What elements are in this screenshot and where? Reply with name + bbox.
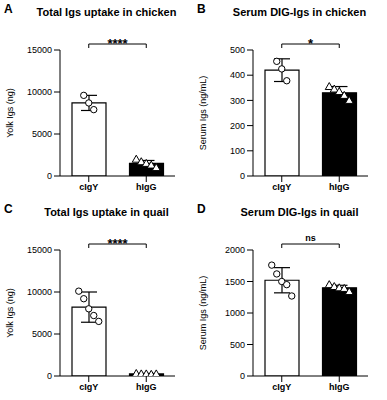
svg-text:cIgY: cIgY [272,382,291,392]
svg-text:ns: ns [305,233,316,243]
svg-text:400: 400 [230,70,245,80]
svg-text:hIgG: hIgG [329,182,350,192]
svg-text:Yolk Igs (ng): Yolk Igs (ng) [8,88,15,138]
html-text:Total Igs uptake in quail: Total Igs uptake in quail [44,206,169,218]
svg-text:cIgY: cIgY [79,382,98,392]
svg-text:10000: 10000 [27,87,52,97]
svg-text:****: **** [107,236,128,251]
svg-text:hIgG: hIgG [136,182,157,192]
html-text:A: A [4,2,13,16]
svg-text:Serum Igs (ng/mL): Serum Igs (ng/mL) [198,276,208,351]
svg-text:15000: 15000 [27,245,52,255]
svg-text:10000: 10000 [27,287,52,297]
svg-text:500: 500 [230,45,245,55]
svg-text:200: 200 [230,121,245,131]
svg-text:*: * [308,36,314,51]
svg-text:0: 0 [47,371,52,381]
svg-text:Yolk Igs (ng): Yolk Igs (ng) [8,288,15,338]
svg-text:5000: 5000 [32,129,52,139]
svg-text:hIgG: hIgG [329,382,350,392]
svg-text:300: 300 [230,96,245,106]
svg-text:0: 0 [47,171,52,181]
html-text:B: B [197,2,206,16]
html-text:D: D [197,202,206,216]
svg-text:hIgG: hIgG [136,382,157,392]
html-text:Serum DIG-Igs in chicken: Serum DIG-Igs in chicken [232,6,367,18]
svg-text:cIgY: cIgY [79,182,98,192]
html-text:Serum DIG-Igs in quail: Serum DIG-Igs in quail [240,206,359,218]
svg-text:5000: 5000 [32,329,52,339]
svg-text:2000: 2000 [225,245,245,255]
html-text:Total Igs uptake in chicken: Total Igs uptake in chicken [36,6,177,18]
svg-text:100: 100 [230,146,245,156]
svg-text:cIgY: cIgY [272,182,291,192]
html-text:C: C [4,202,13,216]
svg-text:1500: 1500 [225,277,245,287]
svg-text:500: 500 [230,340,245,350]
svg-text:0: 0 [240,371,245,381]
svg-text:15000: 15000 [27,45,52,55]
svg-text:0: 0 [240,171,245,181]
svg-text:1000: 1000 [225,308,245,318]
svg-text:****: **** [107,36,128,51]
svg-text:Serum Igs (ng/mL): Serum Igs (ng/mL) [198,76,208,151]
